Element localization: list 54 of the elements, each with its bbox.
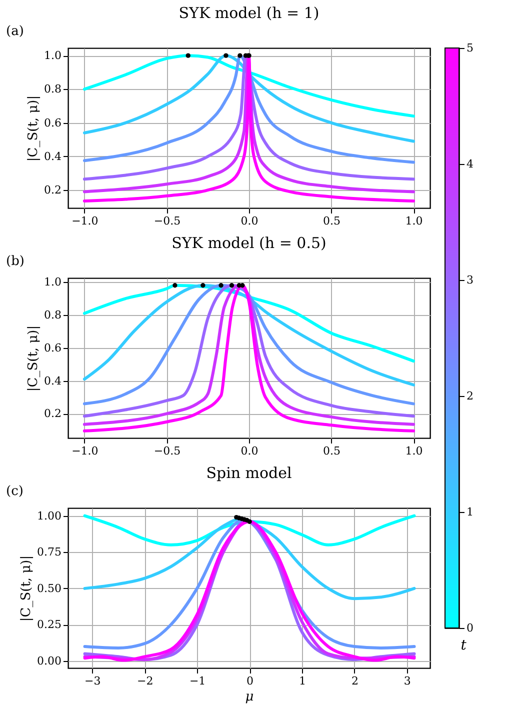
x-tick-label: −1 — [189, 674, 206, 688]
x-tick-label: 0 — [246, 674, 254, 688]
text: (c) — [6, 484, 24, 499]
color-bar-label: 5 — [466, 42, 474, 54]
x-tick-label: 0.5 — [323, 444, 341, 458]
chart-title: SYK model (h = 1) — [178, 4, 320, 22]
y-tick-label: 0.4 — [44, 150, 62, 163]
y-axis-title: |C_S(t, μ)| — [26, 95, 42, 162]
text: (b) — [6, 254, 24, 269]
x-tick-label: 1.0 — [405, 444, 423, 458]
line-series — [83, 514, 416, 546]
y-axis-title: |C_S(t, μ)| — [19, 555, 34, 622]
chart-title: SYK model (h = 0.5) — [172, 234, 326, 252]
x-tick-label: −3 — [84, 674, 101, 688]
x-tick-label: 3 — [404, 674, 411, 688]
x-tick-label: 0.0 — [240, 214, 258, 228]
y-tick-label: 1.00 — [37, 509, 62, 522]
x-tick-label: 0.5 — [323, 214, 341, 228]
x-tick-label: −2 — [136, 674, 154, 688]
x-axis-title: μ — [245, 690, 254, 704]
y-tick-label: 0.75 — [37, 546, 62, 559]
x-tick-label: −1.0 — [72, 444, 98, 458]
y-tick-label: 0.4 — [44, 374, 62, 388]
x-tick-label: −1.0 — [72, 214, 98, 228]
x-tick-label: 0.0 — [240, 444, 258, 458]
y-tick-label: 0.25 — [37, 618, 62, 632]
y-tick-label: 0.2 — [44, 407, 62, 420]
color-bar-label: 0 — [466, 622, 474, 634]
y-tick-label: 0.2 — [44, 184, 62, 197]
line-series — [82, 54, 416, 118]
x-tick-label: 2 — [351, 674, 358, 688]
color-bar-label: 2 — [466, 390, 474, 402]
x-tick-label: −0.5 — [154, 444, 181, 458]
color-bar-label: 4 — [466, 158, 474, 170]
y-tick-label: 0.8 — [44, 308, 62, 322]
line-series — [82, 54, 416, 143]
y-tick-label: 0.00 — [37, 654, 62, 668]
y-axis-title: |C_S(t, μ)| — [26, 325, 42, 392]
line-series — [83, 517, 416, 600]
color-bar-label: 3 — [466, 274, 474, 286]
y-tick-label: 0.6 — [44, 116, 62, 130]
y-tick-label: 1.0 — [44, 49, 62, 62]
x-tick-label: −0.5 — [154, 214, 181, 228]
y-tick-label: 1.0 — [44, 276, 62, 289]
color-bar-label: 1 — [466, 506, 474, 518]
x-tick-label: 1 — [298, 674, 306, 688]
color-bar-title: t — [460, 638, 467, 654]
chart-title: Spin model — [206, 464, 292, 482]
y-tick-label: 0.50 — [37, 582, 62, 595]
y-tick-label: 0.6 — [44, 341, 62, 354]
line-series — [82, 284, 416, 386]
x-tick-label: 1.0 — [405, 214, 423, 228]
y-tick-label: 0.8 — [44, 82, 62, 96]
text: (a) — [6, 24, 24, 39]
